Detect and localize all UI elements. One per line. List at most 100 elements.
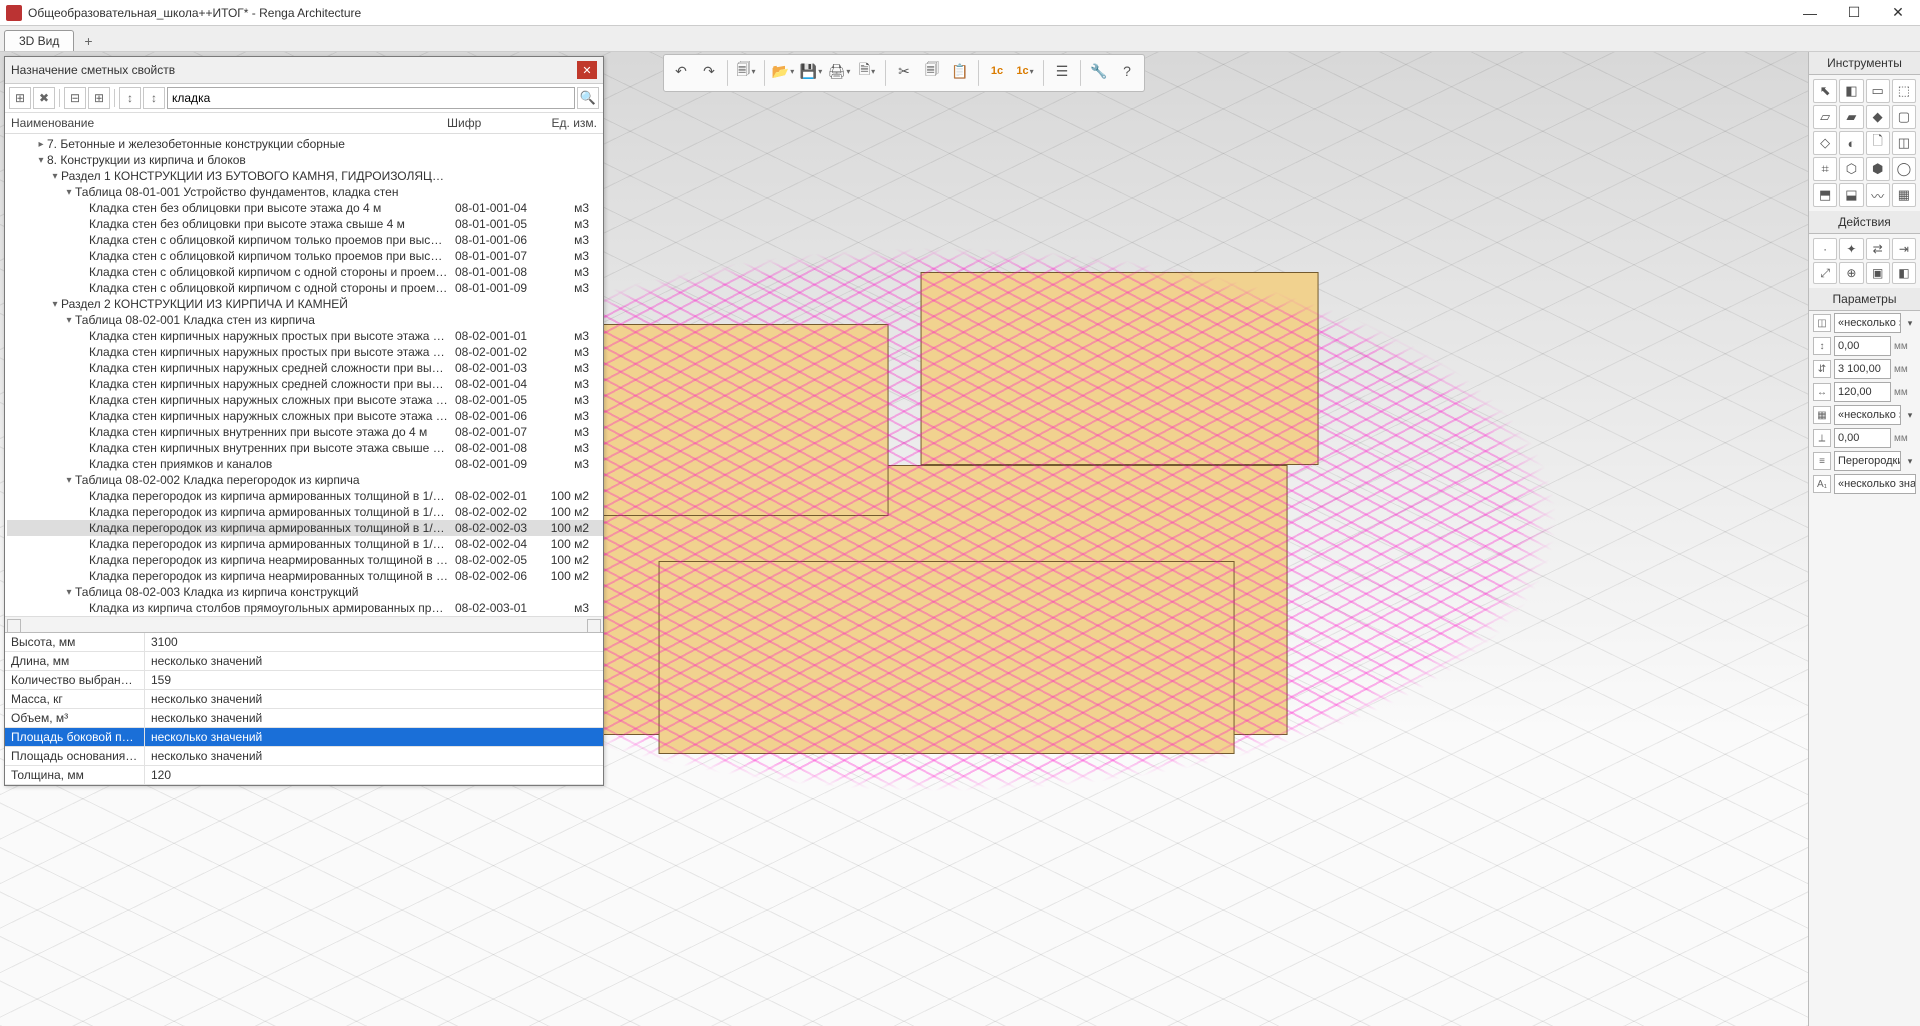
- tree-row[interactable]: Кладка стен с облицовкой кирпичом с одно…: [7, 264, 603, 280]
- param-value[interactable]: «несколько зн: [1834, 405, 1901, 425]
- properties-button[interactable]: ☰: [1049, 58, 1075, 84]
- action-7[interactable]: ◧: [1892, 262, 1916, 284]
- dlg-tool-4[interactable]: ⊞: [88, 87, 110, 109]
- tool-3[interactable]: ⬚: [1892, 79, 1916, 103]
- dlg-tool-1[interactable]: ✖: [33, 87, 55, 109]
- param-value[interactable]: 0,00: [1834, 428, 1891, 448]
- undo-button[interactable]: ↶: [668, 58, 694, 84]
- caret-icon[interactable]: ▾: [63, 475, 75, 486]
- help-button[interactable]: ?: [1114, 58, 1140, 84]
- tool-6[interactable]: ◆: [1866, 105, 1890, 129]
- prop-row[interactable]: Толщина, мм120: [5, 766, 603, 785]
- action-6[interactable]: ▣: [1866, 262, 1890, 284]
- tree-row[interactable]: Кладка стен кирпичных внутренних при выс…: [7, 440, 603, 456]
- tab-3d-view[interactable]: 3D Вид: [4, 30, 74, 51]
- caret-icon[interactable]: ▾: [63, 587, 75, 598]
- tree-row[interactable]: ▾Таблица 08-02-001 Кладка стен из кирпич…: [7, 312, 603, 328]
- tree-row[interactable]: ▾8. Конструкции из кирпича и блоков: [7, 152, 603, 168]
- minimize-button[interactable]: —: [1788, 0, 1832, 26]
- dlg-tool-7[interactable]: ↕: [143, 87, 165, 109]
- open-button[interactable]: 📂▾: [770, 58, 796, 84]
- tool-13[interactable]: ⬡: [1839, 157, 1863, 181]
- caret-icon[interactable]: ▾: [49, 171, 61, 182]
- param-value[interactable]: «несколько знач: [1834, 474, 1916, 494]
- tool-12[interactable]: ⌗: [1813, 157, 1837, 181]
- param-value[interactable]: 0,00: [1834, 336, 1891, 356]
- save-button[interactable]: 💾▾: [798, 58, 824, 84]
- tool-15[interactable]: ◯: [1892, 157, 1916, 181]
- search-go-button[interactable]: 🔍: [577, 87, 599, 109]
- tree-row[interactable]: Кладка стен кирпичных внутренних при выс…: [7, 424, 603, 440]
- tree-row[interactable]: ▾Раздел 2 КОНСТРУКЦИИ ИЗ КИРПИЧА И КАМНЕ…: [7, 296, 603, 312]
- action-4[interactable]: ⤢: [1813, 262, 1837, 284]
- estimate-tree[interactable]: ▸7. Бетонные и железобетонные конструкци…: [5, 134, 603, 616]
- tool-7[interactable]: ▢: [1892, 105, 1916, 129]
- caret-icon[interactable]: ▾: [63, 187, 75, 198]
- tree-row[interactable]: Кладка перегородок из кирпича армированн…: [7, 536, 603, 552]
- tree-row[interactable]: ▾Таблица 08-01-001 Устройство фундаменто…: [7, 184, 603, 200]
- tool-2[interactable]: ▭: [1866, 79, 1890, 103]
- tree-row[interactable]: Кладка перегородок из кирпича неармирова…: [7, 552, 603, 568]
- tool-14[interactable]: ⬢: [1866, 157, 1890, 181]
- prop-row[interactable]: Площадь основания…несколько значений: [5, 747, 603, 766]
- tool-16[interactable]: ⬒: [1813, 183, 1837, 207]
- tree-row[interactable]: Кладка стен с облицовкой кирпичом только…: [7, 248, 603, 264]
- tree-row[interactable]: Кладка стен кирпичных наружных средней с…: [7, 376, 603, 392]
- tree-row[interactable]: Кладка стен кирпичных наружных простых п…: [7, 328, 603, 344]
- dlg-tool-0[interactable]: ⊞: [9, 87, 31, 109]
- maximize-button[interactable]: ☐: [1832, 0, 1876, 26]
- param-value[interactable]: 3 100,00: [1834, 359, 1891, 379]
- tool-4[interactable]: ▱: [1813, 105, 1837, 129]
- prop-row[interactable]: Масса, кгнесколько значений: [5, 690, 603, 709]
- dlg-tool-3[interactable]: ⊟: [64, 87, 86, 109]
- settings-button[interactable]: 🔧: [1086, 58, 1112, 84]
- action-5[interactable]: ⊕: [1839, 262, 1863, 284]
- export-1c-button[interactable]: 1c: [984, 58, 1010, 84]
- param-value[interactable]: 120,00: [1834, 382, 1891, 402]
- export-1c-2-button[interactable]: 1c▾: [1012, 58, 1038, 84]
- dialog-titlebar[interactable]: Назначение сметных свойств ✕: [5, 57, 603, 84]
- tree-row[interactable]: ▾Таблица 08-02-003 Кладка из кирпича кон…: [7, 584, 603, 600]
- close-button[interactable]: ✕: [1876, 0, 1920, 26]
- action-2[interactable]: ⇄: [1866, 238, 1890, 260]
- prop-row[interactable]: Длина, ммнесколько значений: [5, 652, 603, 671]
- tree-row[interactable]: Кладка стен кирпичных наружных простых п…: [7, 344, 603, 360]
- action-0[interactable]: ·: [1813, 238, 1837, 260]
- paste-button[interactable]: 📋: [947, 58, 973, 84]
- cut-button[interactable]: ✂: [891, 58, 917, 84]
- tree-row[interactable]: Кладка стен кирпичных наружных сложных п…: [7, 392, 603, 408]
- tool-19[interactable]: ▦: [1892, 183, 1916, 207]
- tool-8[interactable]: ◇: [1813, 131, 1837, 155]
- search-input[interactable]: [167, 87, 575, 109]
- tree-row[interactable]: Кладка стен без облицовки при высоте эта…: [7, 216, 603, 232]
- prop-row[interactable]: Объем, м³несколько значений: [5, 709, 603, 728]
- tool-10[interactable]: 🗋: [1866, 131, 1890, 155]
- caret-icon[interactable]: ▾: [49, 299, 61, 310]
- dropdown-icon[interactable]: ▾: [1904, 456, 1916, 467]
- dropdown-icon[interactable]: ▾: [1904, 410, 1916, 421]
- tool-18[interactable]: 〰: [1866, 183, 1890, 207]
- tool-0[interactable]: ⬉: [1813, 79, 1837, 103]
- tool-11[interactable]: ◫: [1892, 131, 1916, 155]
- dialog-close-button[interactable]: ✕: [577, 61, 597, 79]
- caret-icon[interactable]: ▸: [35, 139, 47, 150]
- tool-17[interactable]: ⬓: [1839, 183, 1863, 207]
- tree-row[interactable]: Кладка стен с облицовкой кирпичом только…: [7, 232, 603, 248]
- tree-row[interactable]: Кладка перегородок из кирпича армированн…: [7, 488, 603, 504]
- action-1[interactable]: ✦: [1839, 238, 1863, 260]
- prop-row[interactable]: Площадь боковой п…несколько значений: [5, 728, 603, 747]
- prop-row[interactable]: Высота, мм3100: [5, 633, 603, 652]
- tree-row[interactable]: Кладка стен кирпичных наружных средней с…: [7, 360, 603, 376]
- sheet-button[interactable]: 🗎▾: [854, 58, 880, 84]
- caret-icon[interactable]: ▾: [63, 315, 75, 326]
- dlg-tool-6[interactable]: ↕: [119, 87, 141, 109]
- tree-row[interactable]: ▾Таблица 08-02-002 Кладка перегородок из…: [7, 472, 603, 488]
- copy-view-button[interactable]: 🗐▾: [733, 58, 759, 84]
- tool-9[interactable]: ◐: [1839, 131, 1863, 155]
- tree-row[interactable]: Кладка стен кирпичных наружных сложных п…: [7, 408, 603, 424]
- tree-row[interactable]: Кладка перегородок из кирпича армированн…: [7, 504, 603, 520]
- redo-button[interactable]: ↷: [696, 58, 722, 84]
- dropdown-icon[interactable]: ▾: [1904, 318, 1916, 329]
- tree-row[interactable]: Кладка стен с облицовкой кирпичом с одно…: [7, 280, 603, 296]
- tree-h-scrollbar[interactable]: [5, 616, 603, 632]
